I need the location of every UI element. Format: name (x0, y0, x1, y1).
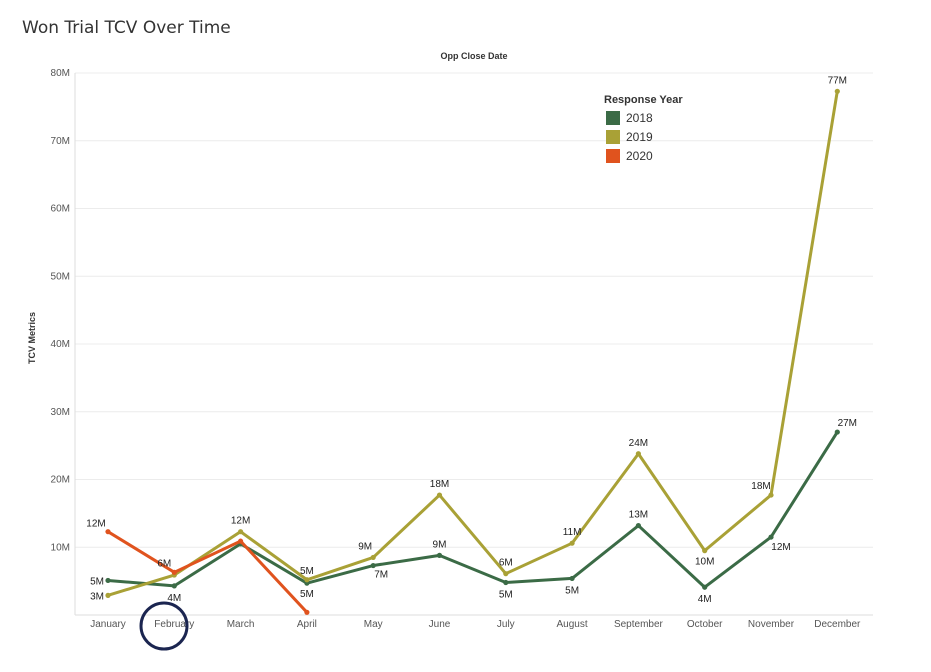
y-tick-label: 20M (51, 475, 70, 486)
legend-swatch-2018[interactable] (606, 111, 620, 125)
data-label-2020: 12M (86, 519, 105, 530)
data-point-2019[interactable] (569, 540, 575, 546)
data-point-2019[interactable] (436, 492, 443, 498)
series-line-2018[interactable] (107, 431, 839, 589)
data-label-2018: 5M (499, 589, 513, 600)
page-title: Won Trial TCV Over Time (22, 18, 231, 38)
x-tick-label: February (154, 619, 194, 630)
series-line-2019[interactable] (107, 91, 839, 597)
data-label-2019: 6M (499, 558, 513, 569)
x-tick-label: April (297, 619, 317, 630)
series (105, 88, 840, 615)
data-label-2019: 12M (231, 516, 250, 527)
legend[interactable]: Response Year 2018 2019 2020 (604, 94, 683, 163)
legend-title: Response Year (604, 94, 683, 106)
grid-lines (75, 72, 873, 548)
data-point-2019[interactable] (105, 592, 111, 598)
data-point-2020[interactable] (171, 569, 177, 575)
y-axis-title: TCV Metrics (27, 312, 37, 364)
data-point-2018[interactable] (105, 577, 111, 584)
data-label-2019: 18M (430, 479, 449, 490)
data-label-2018: 4M (698, 594, 712, 605)
data-label-2019: 10M (695, 557, 714, 568)
data-label-2019: 24M (629, 438, 648, 449)
y-tick-label: 40M (51, 339, 70, 350)
data-label-2018: 5M (90, 576, 104, 587)
data-label-2019: 3M (90, 591, 104, 602)
y-tick-label: 70M (51, 136, 70, 147)
legend-swatch-2020[interactable] (606, 149, 620, 163)
x-tick-label: August (557, 619, 588, 630)
data-label-2018: 5M (565, 585, 579, 596)
data-label-2019: 11M (563, 527, 582, 538)
legend-swatch-2019[interactable] (606, 130, 620, 144)
y-tick-label: 80M (51, 68, 70, 79)
data-label-2018: 5M (300, 589, 314, 600)
data-point-2018[interactable] (768, 534, 774, 540)
x-tick-label: November (748, 619, 795, 630)
data-point-2020[interactable] (105, 529, 111, 535)
data-label-2018: 9M (433, 539, 447, 550)
legend-label-2018[interactable]: 2018 (626, 111, 653, 125)
data-point-2019[interactable] (238, 529, 244, 535)
y-tick-label: 10M (51, 542, 70, 553)
x-tick-label: September (614, 619, 664, 630)
legend-label-2020[interactable]: 2020 (626, 149, 653, 163)
x-tick-label: June (429, 619, 451, 630)
data-point-2019[interactable] (834, 88, 840, 94)
data-label-2018: 13M (629, 510, 648, 521)
data-point-2020[interactable] (304, 609, 310, 615)
axes: Opp Close Date TCV Metrics 10M 20M 30M 40M 5… (27, 51, 873, 630)
data-point-2018[interactable] (370, 562, 376, 569)
data-label-2018: 7M (374, 570, 388, 581)
series-line-2020[interactable] (107, 530, 308, 614)
y-tick-label: 30M (51, 407, 70, 418)
data-label-2019: 18M (751, 481, 770, 492)
legend-label-2019[interactable]: 2019 (626, 130, 653, 144)
x-tick-label: March (227, 619, 255, 630)
data-point-2018[interactable] (171, 583, 177, 589)
data-point-2020[interactable] (238, 538, 244, 544)
data-point-2019[interactable] (768, 492, 774, 498)
data-point-2019[interactable] (503, 571, 509, 577)
data-labels: 5M 4M 5M 7M 9M 5M 5M 13M 4M 12M 27M 3M 12M 5M 9M 18M 6M 1… (86, 75, 857, 605)
data-label-2018: 4M (167, 593, 181, 604)
data-point-2019[interactable] (370, 554, 376, 561)
data-label-2020: 6M (157, 558, 171, 569)
data-point-2018[interactable] (503, 579, 509, 586)
data-point-2018[interactable] (834, 429, 840, 435)
data-label-2019: 9M (358, 541, 372, 552)
data-label-2018: 12M (771, 542, 790, 553)
x-axis-title: Opp Close Date (440, 51, 507, 61)
data-label-2019: 5M (300, 566, 314, 577)
x-tick-label: May (364, 619, 383, 630)
y-tick-label: 50M (51, 271, 70, 282)
data-label-2019: 77M (828, 75, 847, 86)
data-point-2018[interactable] (569, 575, 575, 582)
data-point-2019[interactable] (702, 548, 708, 554)
data-label-2018: 27M (838, 418, 857, 429)
data-point-2018[interactable] (702, 584, 708, 590)
annotation-circle (139, 601, 189, 651)
x-tick-label: December (814, 619, 861, 630)
y-tick-label: 60M (51, 204, 70, 215)
data-point-2018[interactable] (635, 522, 642, 529)
data-point-2019[interactable] (635, 451, 642, 457)
x-tick-label: July (497, 619, 515, 630)
x-tick-label: October (687, 619, 723, 630)
data-point-2018[interactable] (436, 552, 443, 558)
data-point-2019[interactable] (304, 577, 310, 583)
x-tick-label: January (90, 619, 126, 630)
